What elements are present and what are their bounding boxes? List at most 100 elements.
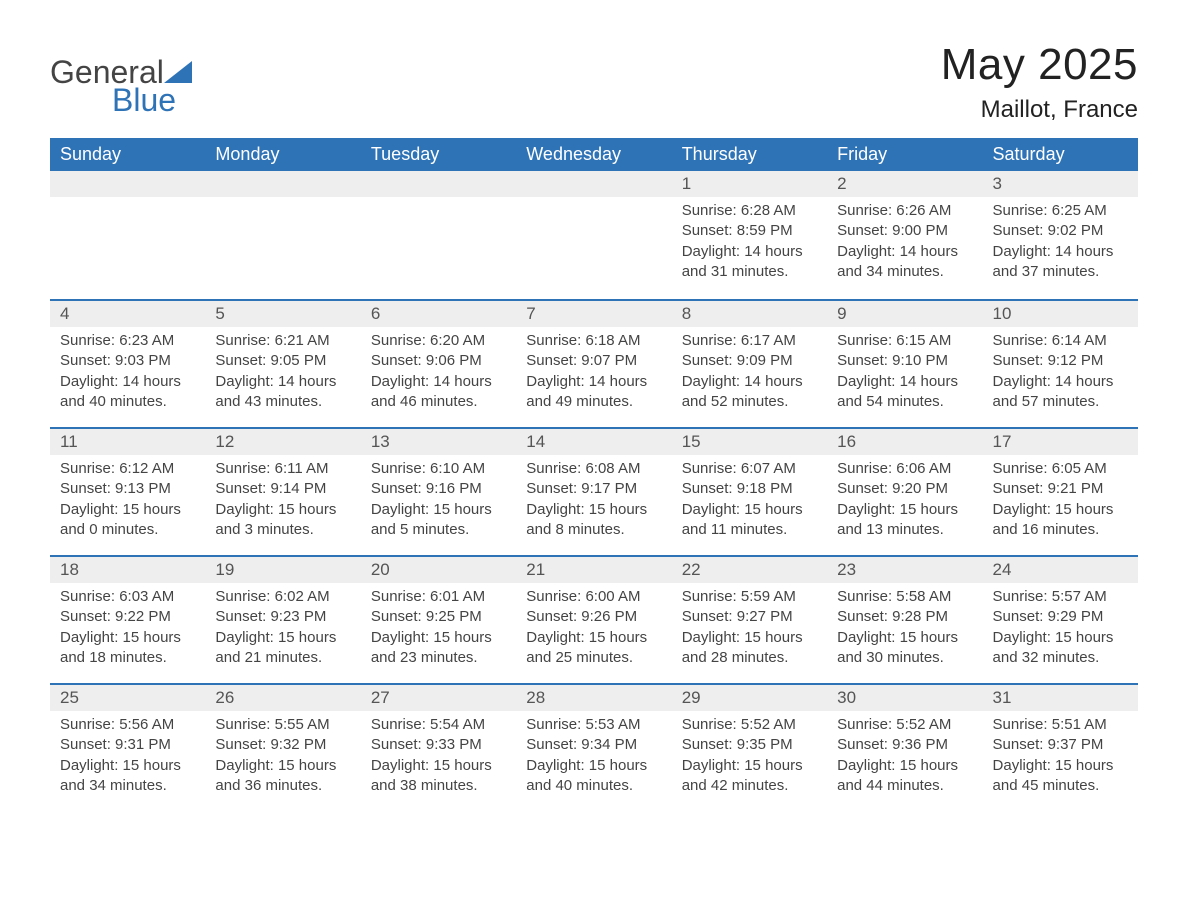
day-number: 16 <box>827 427 982 455</box>
sunset-line: Sunset: 9:13 PM <box>60 479 195 499</box>
sunrise-line: Sunrise: 6:02 AM <box>215 587 350 607</box>
day-number: 3 <box>983 171 1138 197</box>
day-number: 20 <box>361 555 516 583</box>
daylight-line: Daylight: 15 hours and 5 minutes. <box>371 500 506 541</box>
day-details: Sunrise: 5:52 AMSunset: 9:36 PMDaylight:… <box>827 711 982 804</box>
day-details: Sunrise: 5:56 AMSunset: 9:31 PMDaylight:… <box>50 711 205 804</box>
day-details: Sunrise: 5:52 AMSunset: 9:35 PMDaylight:… <box>672 711 827 804</box>
day-details <box>516 197 671 209</box>
sunrise-line: Sunrise: 5:55 AM <box>215 715 350 735</box>
calendar-cell: 8Sunrise: 6:17 AMSunset: 9:09 PMDaylight… <box>672 299 827 427</box>
sunrise-line: Sunrise: 6:18 AM <box>526 331 661 351</box>
day-details: Sunrise: 6:14 AMSunset: 9:12 PMDaylight:… <box>983 327 1138 420</box>
calendar-cell <box>516 171 671 299</box>
daylight-line: Daylight: 14 hours and 57 minutes. <box>993 372 1128 413</box>
sunset-line: Sunset: 9:14 PM <box>215 479 350 499</box>
day-number: 14 <box>516 427 671 455</box>
calendar-cell <box>205 171 360 299</box>
day-number: 17 <box>983 427 1138 455</box>
calendar-header-row: SundayMondayTuesdayWednesdayThursdayFrid… <box>50 138 1138 171</box>
calendar-cell: 2Sunrise: 6:26 AMSunset: 9:00 PMDaylight… <box>827 171 982 299</box>
day-details: Sunrise: 6:26 AMSunset: 9:00 PMDaylight:… <box>827 197 982 290</box>
calendar-cell: 22Sunrise: 5:59 AMSunset: 9:27 PMDayligh… <box>672 555 827 683</box>
daylight-line: Daylight: 14 hours and 31 minutes. <box>682 242 817 283</box>
calendar-cell: 20Sunrise: 6:01 AMSunset: 9:25 PMDayligh… <box>361 555 516 683</box>
day-number: 7 <box>516 299 671 327</box>
sunset-line: Sunset: 9:25 PM <box>371 607 506 627</box>
sunrise-line: Sunrise: 6:12 AM <box>60 459 195 479</box>
day-number: 27 <box>361 683 516 711</box>
day-number: 15 <box>672 427 827 455</box>
day-number: 26 <box>205 683 360 711</box>
day-details: Sunrise: 5:57 AMSunset: 9:29 PMDaylight:… <box>983 583 1138 676</box>
sunset-line: Sunset: 9:36 PM <box>837 735 972 755</box>
day-details: Sunrise: 6:12 AMSunset: 9:13 PMDaylight:… <box>50 455 205 548</box>
day-number <box>205 171 360 197</box>
daylight-line: Daylight: 15 hours and 44 minutes. <box>837 756 972 797</box>
day-number: 30 <box>827 683 982 711</box>
daylight-line: Daylight: 14 hours and 34 minutes. <box>837 242 972 283</box>
day-details: Sunrise: 6:05 AMSunset: 9:21 PMDaylight:… <box>983 455 1138 548</box>
sunset-line: Sunset: 9:16 PM <box>371 479 506 499</box>
day-details: Sunrise: 5:59 AMSunset: 9:27 PMDaylight:… <box>672 583 827 676</box>
sunset-line: Sunset: 9:28 PM <box>837 607 972 627</box>
calendar-week: 1Sunrise: 6:28 AMSunset: 8:59 PMDaylight… <box>50 171 1138 299</box>
day-details: Sunrise: 5:55 AMSunset: 9:32 PMDaylight:… <box>205 711 360 804</box>
day-number <box>50 171 205 197</box>
day-number: 31 <box>983 683 1138 711</box>
sunset-line: Sunset: 8:59 PM <box>682 221 817 241</box>
sunrise-line: Sunrise: 5:52 AM <box>682 715 817 735</box>
daylight-line: Daylight: 15 hours and 13 minutes. <box>837 500 972 541</box>
calendar-week: 18Sunrise: 6:03 AMSunset: 9:22 PMDayligh… <box>50 555 1138 683</box>
sunrise-line: Sunrise: 6:21 AM <box>215 331 350 351</box>
daylight-line: Daylight: 15 hours and 45 minutes. <box>993 756 1128 797</box>
day-details: Sunrise: 6:00 AMSunset: 9:26 PMDaylight:… <box>516 583 671 676</box>
calendar-week: 11Sunrise: 6:12 AMSunset: 9:13 PMDayligh… <box>50 427 1138 555</box>
calendar-cell: 28Sunrise: 5:53 AMSunset: 9:34 PMDayligh… <box>516 683 671 811</box>
daylight-line: Daylight: 14 hours and 54 minutes. <box>837 372 972 413</box>
weekday-header: Thursday <box>672 138 827 171</box>
day-number: 18 <box>50 555 205 583</box>
calendar-cell: 14Sunrise: 6:08 AMSunset: 9:17 PMDayligh… <box>516 427 671 555</box>
day-number: 25 <box>50 683 205 711</box>
sunset-line: Sunset: 9:26 PM <box>526 607 661 627</box>
location-label: Maillot, France <box>941 96 1138 124</box>
day-details: Sunrise: 6:21 AMSunset: 9:05 PMDaylight:… <box>205 327 360 420</box>
sunset-line: Sunset: 9:33 PM <box>371 735 506 755</box>
sunset-line: Sunset: 9:12 PM <box>993 351 1128 371</box>
day-details: Sunrise: 6:15 AMSunset: 9:10 PMDaylight:… <box>827 327 982 420</box>
day-details: Sunrise: 5:51 AMSunset: 9:37 PMDaylight:… <box>983 711 1138 804</box>
daylight-line: Daylight: 14 hours and 52 minutes. <box>682 372 817 413</box>
day-details: Sunrise: 5:54 AMSunset: 9:33 PMDaylight:… <box>361 711 516 804</box>
calendar-cell: 9Sunrise: 6:15 AMSunset: 9:10 PMDaylight… <box>827 299 982 427</box>
weekday-header: Friday <box>827 138 982 171</box>
day-number: 8 <box>672 299 827 327</box>
sunrise-line: Sunrise: 6:25 AM <box>993 201 1128 221</box>
daylight-line: Daylight: 15 hours and 11 minutes. <box>682 500 817 541</box>
day-number: 29 <box>672 683 827 711</box>
sunrise-line: Sunrise: 6:07 AM <box>682 459 817 479</box>
weekday-header: Saturday <box>983 138 1138 171</box>
sunrise-line: Sunrise: 6:06 AM <box>837 459 972 479</box>
calendar-cell: 30Sunrise: 5:52 AMSunset: 9:36 PMDayligh… <box>827 683 982 811</box>
day-details: Sunrise: 6:03 AMSunset: 9:22 PMDaylight:… <box>50 583 205 676</box>
brand-word-2: Blue <box>50 82 176 118</box>
sunrise-line: Sunrise: 6:20 AM <box>371 331 506 351</box>
calendar-cell: 29Sunrise: 5:52 AMSunset: 9:35 PMDayligh… <box>672 683 827 811</box>
daylight-line: Daylight: 15 hours and 21 minutes. <box>215 628 350 669</box>
daylight-line: Daylight: 15 hours and 42 minutes. <box>682 756 817 797</box>
brand-logo: General Blue <box>50 40 192 114</box>
sunrise-line: Sunrise: 5:57 AM <box>993 587 1128 607</box>
day-details: Sunrise: 5:53 AMSunset: 9:34 PMDaylight:… <box>516 711 671 804</box>
calendar-cell <box>361 171 516 299</box>
sunset-line: Sunset: 9:34 PM <box>526 735 661 755</box>
calendar-cell: 5Sunrise: 6:21 AMSunset: 9:05 PMDaylight… <box>205 299 360 427</box>
sunrise-line: Sunrise: 6:01 AM <box>371 587 506 607</box>
sunrise-line: Sunrise: 6:23 AM <box>60 331 195 351</box>
brand-text: General Blue <box>50 58 192 114</box>
sunset-line: Sunset: 9:21 PM <box>993 479 1128 499</box>
daylight-line: Daylight: 15 hours and 3 minutes. <box>215 500 350 541</box>
sunset-line: Sunset: 9:00 PM <box>837 221 972 241</box>
sunset-line: Sunset: 9:22 PM <box>60 607 195 627</box>
daylight-line: Daylight: 14 hours and 37 minutes. <box>993 242 1128 283</box>
